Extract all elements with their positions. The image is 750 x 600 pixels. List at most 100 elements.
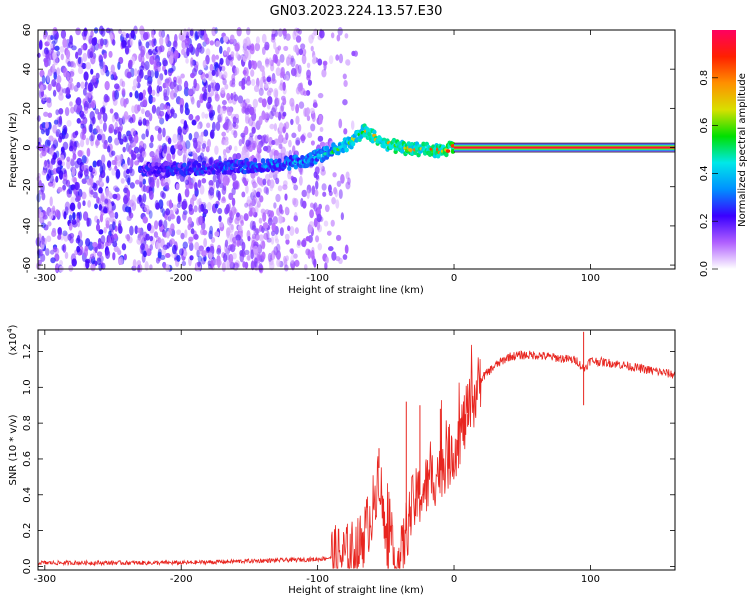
noise-dot (128, 212, 134, 219)
noise-dot (209, 225, 214, 235)
noise-dot (335, 234, 342, 241)
noise-dot (88, 47, 94, 58)
noise-dot (123, 98, 127, 108)
noise-dot (219, 45, 223, 54)
noise-dot (69, 34, 73, 45)
noise-dot (197, 155, 203, 163)
noise-dot (310, 45, 314, 52)
svg-text:(x104): (x104) (6, 324, 19, 355)
noise-dot (46, 163, 51, 171)
noise-dot (62, 141, 69, 151)
noise-dot (101, 133, 106, 144)
noise-dot (279, 227, 284, 237)
noise-dot (248, 144, 254, 153)
noise-dot (219, 221, 224, 228)
noise-dot (266, 90, 272, 97)
spectrogram-y-tick-label: 0 (22, 144, 33, 150)
noise-dot (149, 142, 154, 149)
noise-dot (218, 113, 223, 122)
noise-dot (275, 67, 281, 77)
noise-dot (169, 89, 176, 100)
snr-panel: -300 -200 -100 0 100 0.0 0.2 0.4 0.6 0.8 1.0 1.2 H… (6, 324, 676, 596)
noise-dot (272, 216, 279, 225)
noise-dot (38, 39, 43, 50)
noise-dot (156, 85, 160, 94)
noise-dot (43, 111, 49, 117)
noise-dot (307, 132, 313, 139)
noise-dot (201, 142, 207, 149)
noise-dot (109, 212, 116, 218)
noise-dot (85, 137, 90, 146)
noise-dot (69, 139, 73, 149)
noise-dot (258, 97, 263, 103)
noise-dot (224, 207, 229, 215)
noise-dot (99, 213, 104, 223)
noise-dot (315, 235, 320, 243)
noise-dot (46, 73, 50, 83)
noise-dot (175, 183, 180, 191)
noise-dot (276, 207, 281, 216)
noise-dot (234, 217, 240, 225)
noise-dot (83, 71, 89, 81)
noise-dot (194, 241, 200, 251)
noise-dot (205, 48, 211, 57)
noise-dot (182, 250, 188, 257)
ridge-steady-core (454, 146, 675, 149)
noise-dot (169, 238, 176, 245)
noise-dot (287, 54, 292, 60)
noise-dot (144, 74, 149, 81)
spectrogram-frame (37, 29, 676, 270)
noise-dot (120, 153, 124, 164)
noise-dot (273, 149, 279, 157)
noise-dot (124, 45, 130, 55)
noise-dot (321, 183, 327, 191)
noise-dot (282, 126, 286, 134)
noise-dot (138, 119, 142, 126)
noise-dot (325, 256, 329, 264)
ridge-band-dot (219, 162, 225, 168)
ridge-band-dot (200, 169, 205, 175)
noise-dot (146, 222, 152, 232)
noise-dot (179, 174, 184, 182)
noise-dot (77, 47, 83, 56)
noise-dot (129, 117, 134, 124)
noise-dot (287, 225, 291, 232)
noise-dot (187, 223, 192, 231)
noise-dot (81, 191, 87, 200)
noise-dot (328, 55, 334, 65)
noise-dot (317, 135, 324, 142)
noise-dot (61, 244, 65, 251)
noise-dot (172, 204, 178, 212)
noise-dot (83, 106, 89, 115)
noise-dot (285, 132, 289, 141)
noise-dot (295, 115, 300, 125)
noise-dot (253, 257, 258, 267)
noise-dot (196, 141, 202, 148)
noise-dot (117, 61, 121, 70)
noise-dot (76, 157, 83, 165)
noise-dot (330, 219, 335, 227)
noise-dot (264, 173, 271, 181)
noise-dot (204, 155, 209, 163)
noise-dot (183, 80, 189, 90)
noise-dot (148, 210, 153, 219)
noise-dot (167, 67, 174, 73)
noise-dot (254, 42, 261, 52)
noise-dot (275, 177, 280, 185)
noise-dot (63, 211, 67, 220)
noise-dot (316, 213, 322, 223)
colorbar-tick-label: 0.0 (699, 261, 710, 277)
noise-dot (324, 204, 330, 213)
noise-dot (67, 82, 73, 91)
noise-dot (274, 97, 280, 107)
noise-dot (149, 181, 155, 188)
noise-dot (301, 189, 308, 198)
noise-dot (318, 114, 323, 125)
noise-dot (218, 215, 222, 223)
noise-dot (86, 217, 90, 227)
noise-dot (77, 66, 84, 75)
noise-dot (124, 206, 131, 213)
noise-dot (245, 139, 251, 147)
noise-dot (283, 74, 290, 81)
noise-dot (234, 179, 240, 190)
